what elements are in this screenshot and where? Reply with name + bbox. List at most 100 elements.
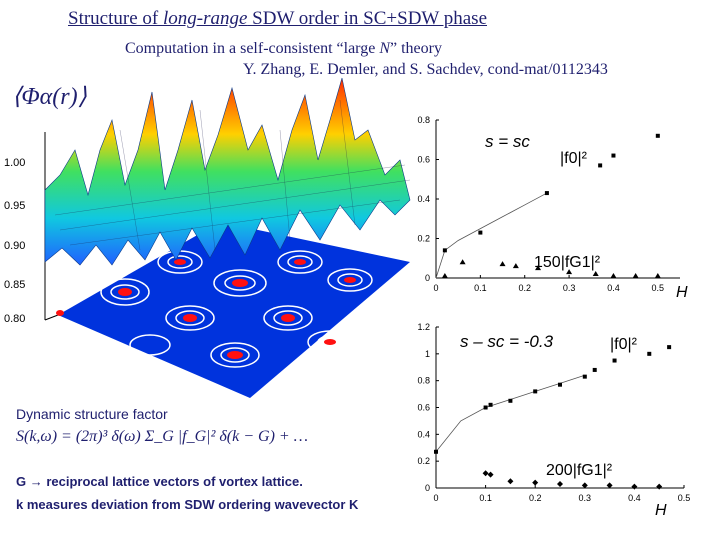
chart-critical: 0 0.1 0.2 0.3 0.4 0.5 0 0.2 0.4 0.6 0.8 s = sc |f0… (417, 115, 688, 300)
chart-offcritical-point-square (488, 402, 493, 407)
chart-offcritical-x-tick-label: 0.5 (678, 493, 691, 503)
chart-offcritical-point-square (558, 382, 562, 387)
chart-critical-legend-fg1: 150|fG1|² (534, 254, 601, 271)
vortex-contours (100, 250, 373, 368)
chart-offcritical-point-diamond (482, 470, 489, 477)
chart-critical-point-square (478, 230, 483, 235)
chart-offcritical-point-diamond (656, 483, 663, 490)
chart-offcritical-y-tick-label: 0.8 (417, 376, 430, 386)
chart-critical-point-square (655, 133, 660, 138)
chart-offcritical-x-tick-label: 0 (433, 493, 438, 503)
chart-offcritical-point-diamond (557, 480, 563, 487)
computation-prefix: Computation in a self-consistent “large (125, 40, 380, 57)
computation-line: Computation in a self-consistent “large … (125, 40, 442, 58)
chart-critical-y-tick-label: 0 (425, 273, 430, 283)
z-tick-label: 0.95 (4, 200, 26, 212)
k-definition: k measures deviation from SDW ordering w… (16, 497, 359, 512)
sdw-surface (44, 77, 411, 266)
structure-factor-equation: S(k,ω) = (2π)³ δ(ω) Σ_G |f_G|² δ(k − G) … (16, 428, 308, 445)
chart-offcritical-point-square (667, 345, 672, 350)
chart-offcritical-point-diamond (606, 482, 613, 489)
chart-critical-point-square (611, 153, 616, 158)
chart-critical-title: s = sc (485, 132, 530, 151)
chart-offcritical-point-diamond (487, 471, 494, 478)
z-tick-label: 0.90 (4, 240, 26, 252)
chart-offcritical-point-square (592, 367, 597, 372)
chart-offcritical-y-tick-label: 1 (425, 349, 430, 359)
chart-critical-point-square (598, 163, 603, 168)
title-italic: long-range (162, 8, 248, 29)
chart-offcritical-point-diamond (532, 479, 539, 486)
chart-critical-fit-line (435, 192, 548, 279)
chart-offcritical-point-square (582, 374, 587, 379)
chart-offcritical: 0 0.1 0.2 0.3 0.4 0.5 0 0.2 0.4 0.6 0.8 1 1.2 s – sc… (417, 322, 690, 519)
z-tick-label: 1.00 (4, 157, 26, 169)
order-parameter-label: ⟨Φα(r)⟩ (12, 84, 87, 110)
chart-critical-xlabel: H (676, 284, 688, 300)
chart-critical-y-tick-label: 0.6 (417, 155, 430, 165)
chart-critical-point-square (544, 191, 549, 196)
chart-offcritical-x-tick-label: 0.2 (529, 493, 542, 503)
chart-critical-y-tick-label: 0.8 (417, 115, 430, 125)
z-tick-label: 0.85 (4, 279, 26, 291)
formula-heading: Dynamic structure factor (16, 406, 168, 422)
chart-critical-point-triangle (459, 259, 466, 265)
chart-critical-point-triangle (592, 271, 599, 277)
chart-critical-point-triangle (512, 263, 519, 269)
chart-offcritical-point-square (647, 351, 652, 356)
z-tick-label: 0.80 (4, 313, 26, 325)
chart-critical-point-square (442, 248, 447, 253)
chart-offcritical-point-diamond (507, 478, 514, 485)
citation: Y. Zhang, E. Demler, and S. Sachdev, con… (243, 61, 608, 78)
chart-critical-x-tick-label: 0.1 (474, 283, 487, 293)
title-prefix: Structure of (68, 8, 163, 29)
chart-offcritical-point-square (434, 449, 438, 454)
chart-critical-point-triangle (499, 261, 506, 267)
chart-critical-legend-f0: |f0|² (560, 150, 588, 167)
chart-offcritical-x-tick-label: 0.3 (579, 493, 592, 503)
chart-critical-axes: 0 0.1 0.2 0.3 0.4 0.5 0 0.2 0.4 0.6 0.8 (417, 115, 680, 293)
chart-offcritical-y-tick-label: 0 (425, 483, 430, 493)
chart-offcritical-point-square (612, 358, 617, 363)
chart-critical-x-tick-label: 0.4 (607, 283, 620, 293)
chart-offcritical-y-tick-label: 0.6 (417, 403, 430, 413)
title-suffix: SDW order in SC+SDW phase (247, 8, 488, 29)
chart-critical-y-tick-label: 0.2 (417, 234, 430, 244)
chart-critical-point-triangle (632, 273, 639, 279)
chart-offcritical-legend-f0: |f0|² (610, 336, 638, 353)
chart-critical-marks (435, 133, 661, 279)
surface-plot (44, 77, 411, 398)
vortex-cores (56, 259, 356, 359)
chart-offcritical-y-tick-label: 0.2 (417, 456, 430, 466)
vortex-lattice-plane (58, 222, 410, 398)
chart-critical-x-tick-label: 0.5 (652, 283, 665, 293)
chart-offcritical-x-tick-label: 0.1 (479, 493, 492, 503)
chart-offcritical-point-square (533, 389, 538, 394)
chart-offcritical-fit-line (435, 374, 585, 453)
chart-critical-point-triangle (566, 269, 573, 275)
chart-critical-point-triangle (535, 265, 542, 271)
chart-critical-y-tick-label: 0.4 (417, 194, 430, 204)
chart-offcritical-title: s – sc = -0.3 (460, 332, 554, 351)
chart-critical-x-tick-label: 0.2 (518, 283, 531, 293)
chart-offcritical-axes: 0 0.1 0.2 0.3 0.4 0.5 0 0.2 0.4 0.6 0.8 1 1.2 (417, 322, 690, 503)
chart-critical-point-triangle (610, 273, 617, 279)
chart-offcritical-point-diamond (581, 482, 588, 489)
chart-critical-x-tick-label: 0.3 (563, 283, 576, 293)
computation-suffix: ” theory (389, 40, 442, 57)
chart-offcritical-x-tick-label: 0.4 (628, 493, 641, 503)
chart-offcritical-point-square (483, 405, 488, 410)
chart-offcritical-point-square (508, 398, 513, 403)
chart-offcritical-xlabel: H (655, 502, 667, 519)
slide-title: Structure of long-range SDW order in SC+… (68, 8, 487, 30)
computation-italic: N (379, 40, 390, 57)
chart-critical-x-tick-label: 0 (433, 283, 438, 293)
chart-offcritical-y-tick-label: 1.2 (417, 322, 430, 332)
g-definition: G → reciprocal lattice vectors of vortex… (16, 474, 303, 489)
chart-offcritical-legend-fg1: 200|fG1|² (546, 462, 613, 479)
chart-critical-point-triangle (441, 273, 448, 279)
chart-offcritical-y-tick-label: 0.4 (417, 429, 430, 439)
chart-critical-point-triangle (654, 273, 661, 279)
chart-offcritical-marks (434, 345, 672, 490)
chart-offcritical-point-diamond (631, 483, 638, 490)
